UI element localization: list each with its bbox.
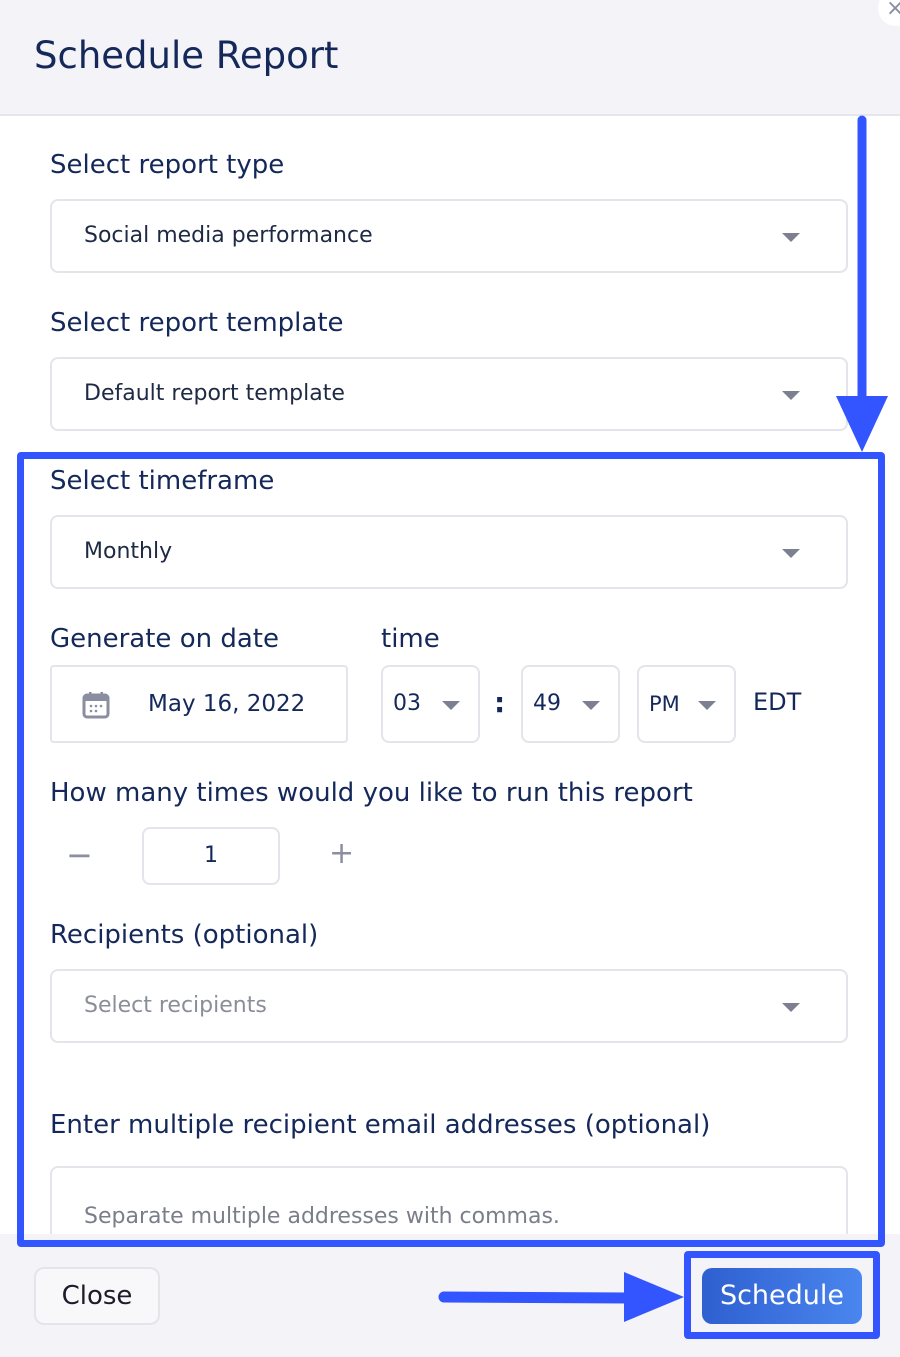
recipients-placeholder: Select recipients [84, 993, 267, 1018]
report-template-select[interactable]: Default report template [50, 357, 848, 431]
date-value: May 16, 2022 [148, 691, 306, 717]
chevron-down-icon [782, 233, 800, 242]
timeframe-label: Select timeframe [50, 466, 275, 496]
date-label: Generate on date [50, 624, 279, 654]
chevron-down-icon [782, 1003, 800, 1012]
ampm-select[interactable]: PM [637, 665, 736, 743]
time-separator: : [494, 686, 506, 719]
time-label: time [381, 624, 440, 654]
calendar-icon [82, 692, 110, 719]
dialog-title: Schedule Report [34, 34, 339, 77]
chevron-down-icon [442, 701, 460, 710]
ampm-value: PM [649, 692, 680, 716]
timezone: EDT [753, 688, 802, 716]
runs-input[interactable]: 1 [142, 827, 280, 885]
chevron-down-icon [582, 701, 600, 710]
report-type-value: Social media performance [84, 223, 373, 248]
chevron-down-icon [782, 391, 800, 400]
decrement-button[interactable]: − [66, 836, 93, 874]
arrow-down-icon [836, 115, 888, 452]
emails-placeholder: Separate multiple addresses with commas. [84, 1204, 560, 1229]
minute-value: 49 [533, 691, 561, 716]
close-button[interactable]: Close [34, 1267, 160, 1325]
hour-value: 03 [393, 691, 421, 716]
schedule-button[interactable]: Schedule [702, 1268, 862, 1324]
highlight-box-schedule [684, 1251, 880, 1339]
emails-label: Enter multiple recipient email addresses… [50, 1110, 711, 1140]
recipients-label: Recipients (optional) [50, 920, 319, 950]
increment-button[interactable]: + [329, 836, 355, 871]
arrow-right-icon [438, 1272, 684, 1322]
chevron-down-icon [782, 549, 800, 558]
report-type-select[interactable]: Social media performance [50, 199, 848, 273]
highlight-box-form [17, 452, 885, 1247]
timeframe-value: Monthly [84, 539, 173, 564]
timeframe-select[interactable]: Monthly [50, 515, 848, 589]
report-template-label: Select report template [50, 308, 344, 338]
dialog-header [0, 0, 900, 116]
hour-select[interactable]: 03 [381, 665, 480, 743]
report-template-value: Default report template [84, 381, 345, 406]
chevron-down-icon [698, 701, 716, 710]
close-icon[interactable]: × [878, 0, 900, 26]
date-picker[interactable]: May 16, 2022 [50, 665, 348, 743]
report-type-label: Select report type [50, 150, 285, 180]
runs-label: How many times would you like to run thi… [50, 778, 693, 808]
minute-select[interactable]: 49 [521, 665, 620, 743]
recipients-select[interactable]: Select recipients [50, 969, 848, 1043]
